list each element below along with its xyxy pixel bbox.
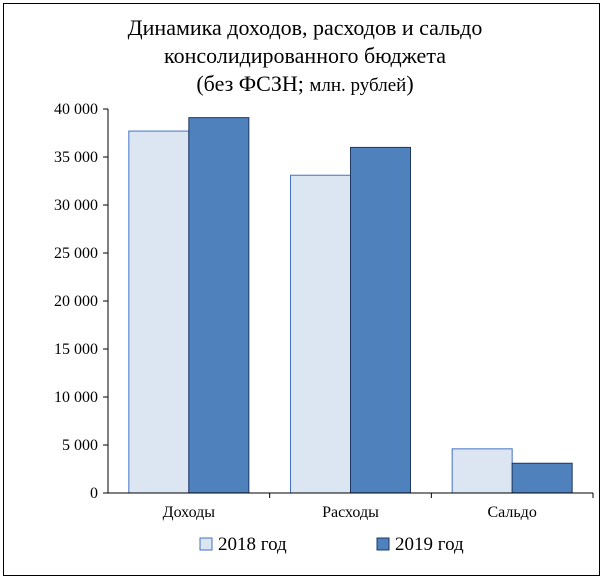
bar-2019-1 [350, 146, 411, 494]
y-tick-label: 20 000 [54, 293, 98, 310]
y-tick-label: 5 000 [62, 437, 98, 454]
y-tick-label: 15 000 [54, 341, 98, 358]
y-tick-label: 40 000 [54, 101, 98, 118]
y-tick-label: 25 000 [54, 245, 98, 262]
bar-2019-0 [188, 117, 250, 494]
title-units: млн. рублей [309, 75, 406, 96]
bar-2019-2 [511, 462, 573, 494]
bar-2018-0 [128, 130, 190, 494]
title-paren-close: ) [406, 71, 413, 96]
y-tick-label: 0 [90, 485, 98, 502]
plot-area: 0 5 000 10 000 15 000 20 000 25 000 30 000 35 0… [54, 101, 594, 521]
y-tick-label: 35 000 [54, 149, 98, 166]
y-tick-label: 30 000 [54, 197, 98, 214]
title-line-1: Динамика доходов, расходов и сальдо [128, 15, 483, 40]
x-tick-label: Расходы [322, 504, 379, 521]
bar-2018-2 [451, 448, 513, 494]
x-tick-label: Доходы [163, 504, 216, 521]
chart-title: Динамика доходов, расходов и сальдо конс… [128, 15, 483, 96]
legend-label: 2018 год [218, 534, 287, 555]
title-line-2: консолидированного бюджета [164, 43, 446, 68]
legend-swatch [199, 537, 213, 551]
x-tick-label: Сальдо [487, 504, 536, 521]
title-paren-open: (без ФСЗН; [196, 71, 309, 96]
legend-label: 2019 год [395, 534, 464, 555]
y-tick-label: 10 000 [54, 389, 98, 406]
legend: 2018 год 2019 год [199, 534, 464, 555]
title-line-3: (без ФСЗН; млн. рублей) [196, 71, 413, 96]
legend-swatch [376, 537, 390, 551]
bar-2018-1 [290, 174, 351, 494]
